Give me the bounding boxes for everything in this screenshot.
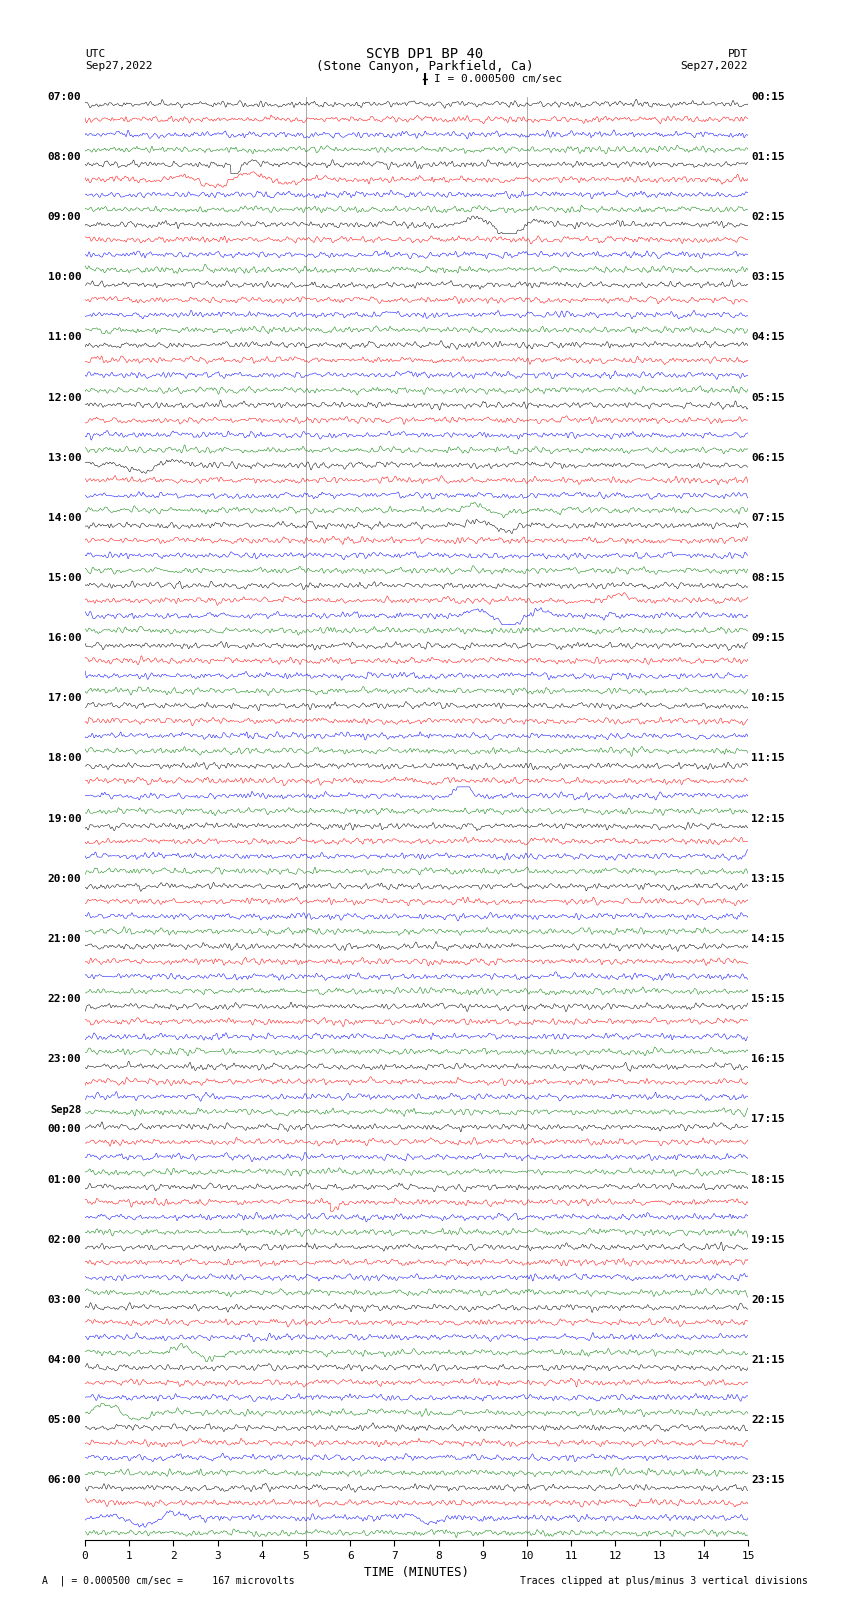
Text: 16:00: 16:00 <box>48 634 82 644</box>
Text: 01:15: 01:15 <box>751 152 785 161</box>
Text: 21:00: 21:00 <box>48 934 82 944</box>
Text: 06:15: 06:15 <box>751 453 785 463</box>
Text: 18:15: 18:15 <box>751 1174 785 1184</box>
Text: 06:00: 06:00 <box>48 1476 82 1486</box>
Text: 22:15: 22:15 <box>751 1415 785 1426</box>
Text: A  | = 0.000500 cm/sec =     167 microvolts: A | = 0.000500 cm/sec = 167 microvolts <box>42 1576 295 1586</box>
Text: 11:00: 11:00 <box>48 332 82 342</box>
Text: 04:15: 04:15 <box>751 332 785 342</box>
Text: 05:15: 05:15 <box>751 392 785 403</box>
Text: 13:15: 13:15 <box>751 874 785 884</box>
Text: UTC: UTC <box>85 48 105 60</box>
Text: 13:00: 13:00 <box>48 453 82 463</box>
Text: 07:15: 07:15 <box>751 513 785 523</box>
Text: PDT: PDT <box>728 48 748 60</box>
X-axis label: TIME (MINUTES): TIME (MINUTES) <box>364 1566 469 1579</box>
Text: 04:00: 04:00 <box>48 1355 82 1365</box>
Text: 09:15: 09:15 <box>751 634 785 644</box>
Text: 12:00: 12:00 <box>48 392 82 403</box>
Text: 17:00: 17:00 <box>48 694 82 703</box>
Text: 22:00: 22:00 <box>48 994 82 1003</box>
Text: 14:00: 14:00 <box>48 513 82 523</box>
Text: 17:15: 17:15 <box>751 1115 785 1124</box>
Text: 20:00: 20:00 <box>48 874 82 884</box>
Text: 00:00: 00:00 <box>48 1124 82 1134</box>
Text: Traces clipped at plus/minus 3 vertical divisions: Traces clipped at plus/minus 3 vertical … <box>519 1576 808 1586</box>
Text: 08:00: 08:00 <box>48 152 82 161</box>
Text: 23:00: 23:00 <box>48 1055 82 1065</box>
Text: 07:00: 07:00 <box>48 92 82 102</box>
Text: 14:15: 14:15 <box>751 934 785 944</box>
Text: 16:15: 16:15 <box>751 1055 785 1065</box>
Text: 05:00: 05:00 <box>48 1415 82 1426</box>
Text: 00:15: 00:15 <box>751 92 785 102</box>
Text: 20:15: 20:15 <box>751 1295 785 1305</box>
Text: 09:00: 09:00 <box>48 211 82 223</box>
Text: 02:00: 02:00 <box>48 1234 82 1245</box>
Text: 21:15: 21:15 <box>751 1355 785 1365</box>
Text: 15:15: 15:15 <box>751 994 785 1003</box>
Text: (Stone Canyon, Parkfield, Ca): (Stone Canyon, Parkfield, Ca) <box>316 60 534 73</box>
Text: 18:00: 18:00 <box>48 753 82 763</box>
Text: Sep27,2022: Sep27,2022 <box>681 61 748 71</box>
Text: SCYB DP1 BP 40: SCYB DP1 BP 40 <box>366 47 484 61</box>
Text: 19:15: 19:15 <box>751 1234 785 1245</box>
Text: 12:15: 12:15 <box>751 813 785 824</box>
Text: 10:00: 10:00 <box>48 273 82 282</box>
Text: 01:00: 01:00 <box>48 1174 82 1184</box>
Text: 03:15: 03:15 <box>751 273 785 282</box>
Text: 10:15: 10:15 <box>751 694 785 703</box>
Text: I = 0.000500 cm/sec: I = 0.000500 cm/sec <box>434 74 562 84</box>
Text: 11:15: 11:15 <box>751 753 785 763</box>
Text: 23:15: 23:15 <box>751 1476 785 1486</box>
Text: 02:15: 02:15 <box>751 211 785 223</box>
Text: 19:00: 19:00 <box>48 813 82 824</box>
Text: 03:00: 03:00 <box>48 1295 82 1305</box>
Text: Sep28: Sep28 <box>50 1105 82 1115</box>
Text: 08:15: 08:15 <box>751 573 785 582</box>
Text: Sep27,2022: Sep27,2022 <box>85 61 152 71</box>
Text: 15:00: 15:00 <box>48 573 82 582</box>
